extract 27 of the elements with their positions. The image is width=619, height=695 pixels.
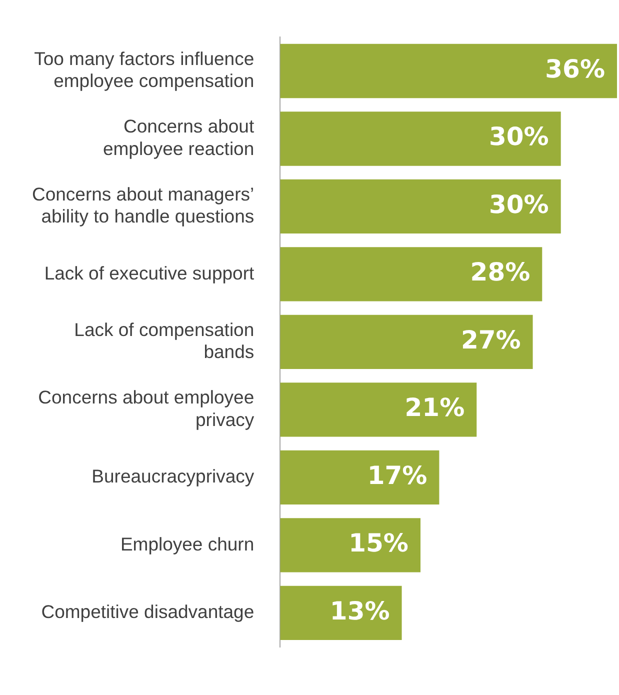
data-label: 21% [404, 393, 465, 422]
y-tick-label: Bureaucracyprivacy [92, 466, 255, 487]
bar [280, 179, 561, 234]
bar [280, 314, 533, 370]
bar [280, 450, 440, 505]
data-label: 15% [348, 528, 408, 558]
data-label: 13% [330, 596, 390, 626]
y-tick-label: Concerns about managers’ ability to handle questions [32, 183, 254, 227]
bar [280, 44, 617, 98]
y-tick-label: Lack of compensation bands [74, 318, 254, 362]
bar [280, 247, 542, 302]
bar [280, 586, 402, 640]
data-label: 30% [489, 122, 549, 152]
bar [280, 382, 477, 437]
y-tick-label: Concerns about employee reaction [102, 116, 254, 159]
y-tick-label: Lack of executive support [44, 262, 254, 284]
data-label: 27% [460, 325, 521, 354]
data-label: 30% [489, 190, 549, 219]
y-tick-label: Competitive disadvantage [41, 601, 254, 622]
bar [280, 112, 561, 166]
y-tick-label: Too many factors influence employee compensation [34, 48, 254, 92]
data-label: 36% [545, 54, 605, 84]
data-label: 17% [367, 460, 428, 490]
y-tick-label: Employee churn [120, 533, 254, 554]
y-tick-label: Concerns about employee privacy [38, 386, 255, 430]
data-label: 28% [470, 258, 530, 287]
bar [280, 518, 420, 572]
